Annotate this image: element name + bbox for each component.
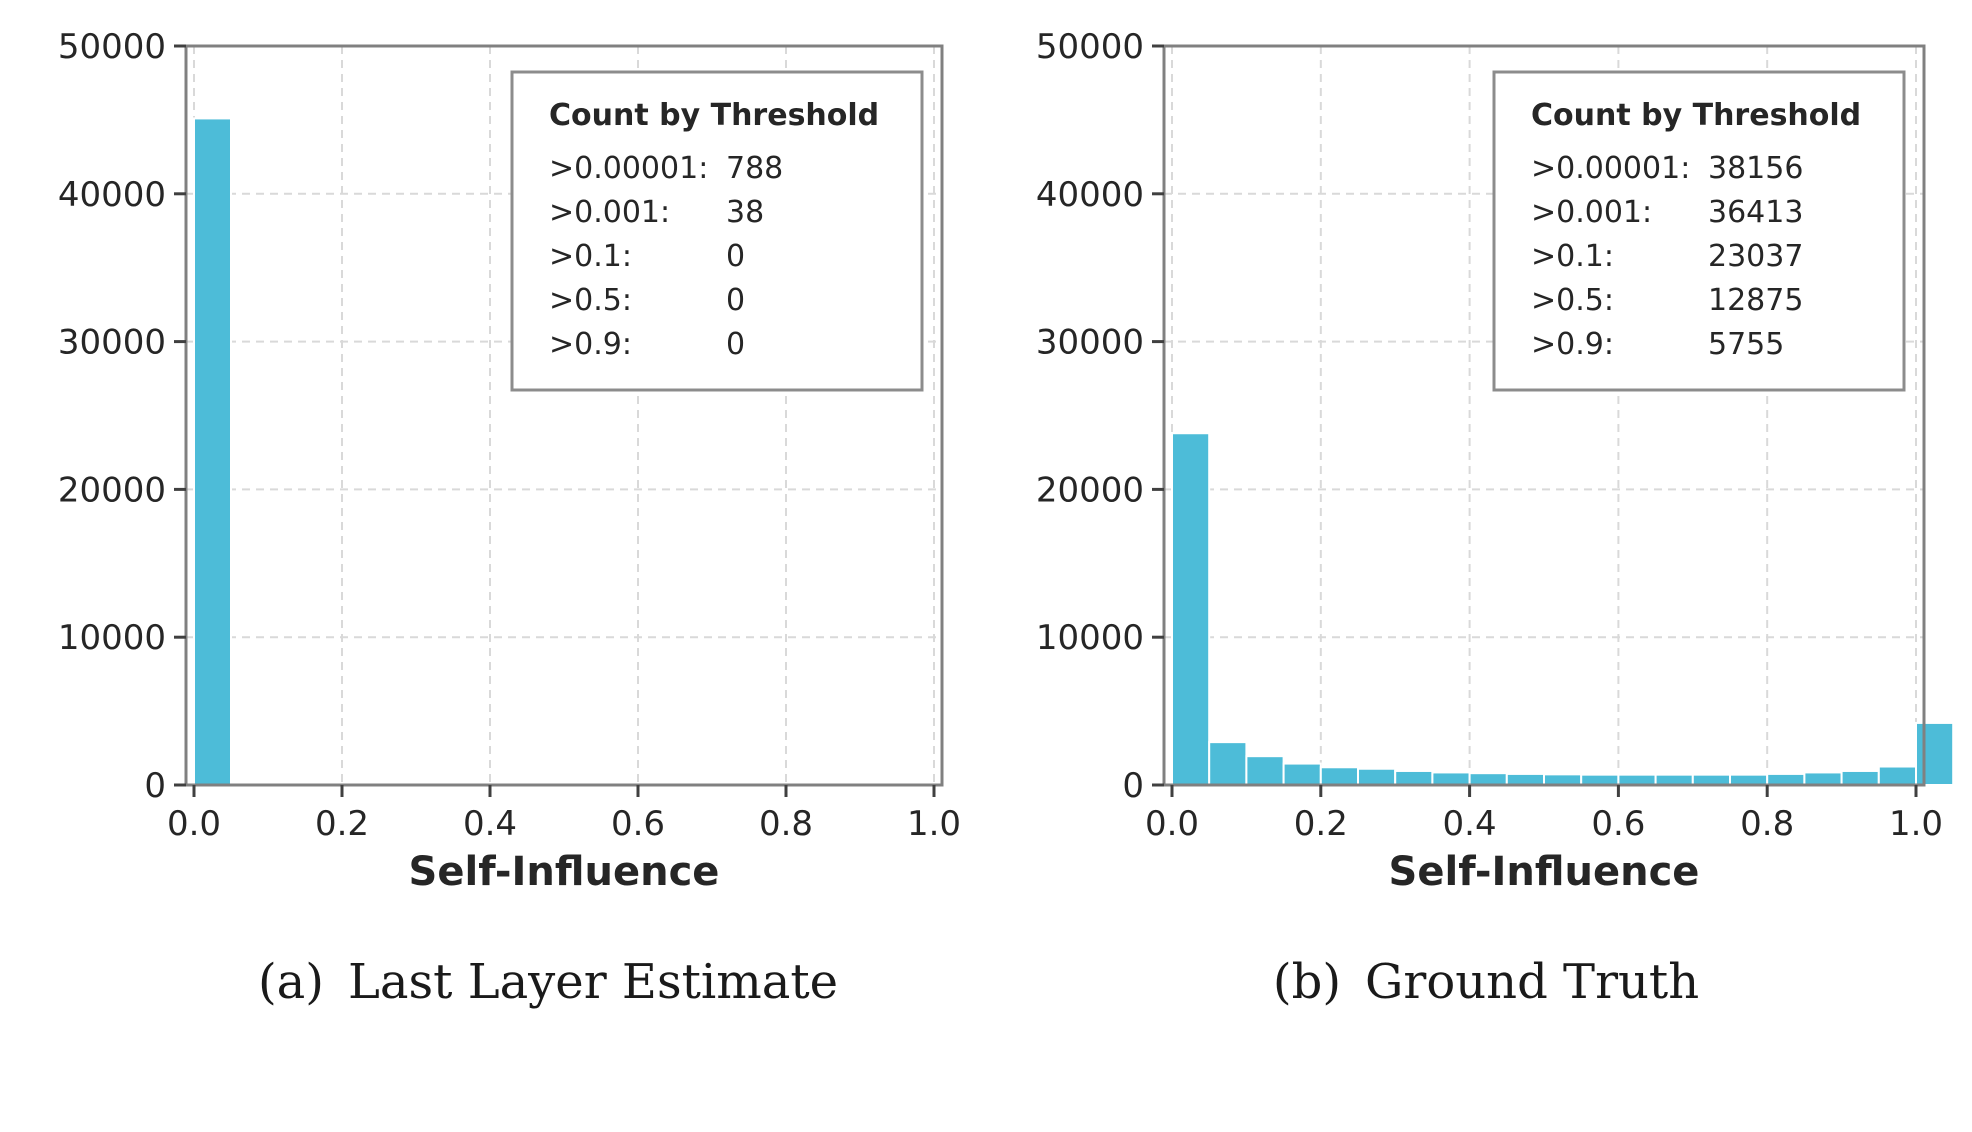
x-tick-label: 0.4 [1443, 804, 1497, 844]
x-tick-label: 0.0 [1145, 804, 1199, 844]
legend-threshold-count: 0 [726, 283, 745, 318]
histogram-bar [1394, 769, 1434, 786]
x-tick-label: 0.0 [167, 804, 221, 844]
histogram-bar [1915, 721, 1955, 787]
y-tick-label: 30000 [58, 323, 166, 363]
legend-title: Count by Threshold [1531, 98, 1861, 133]
x-tick-label: 0.6 [1591, 804, 1645, 844]
histogram-bar [1431, 771, 1471, 787]
legend-threshold-count: 23037 [1708, 239, 1803, 274]
legend-threshold-label: >0.9: [1531, 327, 1614, 362]
subfigure-caption: (b) Ground Truth [1273, 954, 1699, 1010]
x-tick-label: 1.0 [907, 804, 961, 844]
threshold-legend: Count by Threshold >0.00001: 788 >0.001: 38 >… [510, 70, 924, 392]
histogram-bar [1282, 762, 1322, 786]
legend-threshold-count: 38 [726, 195, 764, 230]
chart-panel-b: 0 10000 20000 30000 40000 50000 0.0 0.2 0.4 0.6 0.… [1036, 27, 1955, 1010]
y-tick-label: 10000 [58, 618, 166, 658]
threshold-legend: Count by Threshold >0.00001: 38156 >0.001: 3… [1492, 70, 1906, 392]
legend-threshold-label: >0.1: [549, 239, 632, 274]
x-axis-label: Self-Influence [1389, 849, 1700, 895]
histogram-bar [1840, 769, 1880, 786]
caption-text: Last Layer Estimate [348, 954, 838, 1010]
x-tick-label: 0.4 [463, 804, 517, 844]
histogram-bar [1803, 771, 1843, 787]
legend-threshold-label: >0.1: [1531, 239, 1614, 274]
plot-frame [1162, 44, 1926, 787]
histogram-bar [1580, 773, 1620, 786]
plot-frame [184, 44, 944, 787]
y-tick-label: 40000 [58, 175, 166, 215]
legend-threshold-label: >0.5: [1531, 283, 1614, 318]
legend-threshold-count: 0 [726, 327, 745, 362]
histogram-bar [1766, 772, 1806, 786]
histogram-bar [193, 117, 232, 786]
x-tick-label: 0.6 [611, 804, 665, 844]
legend-threshold-label: >0.9: [549, 327, 632, 362]
y-tick-label: 10000 [1036, 618, 1144, 658]
histogram-bar [1468, 772, 1508, 787]
histogram-bar [1245, 755, 1285, 787]
x-axis-label: Self-Influence [409, 849, 720, 895]
caption-tag: (b) [1273, 954, 1341, 1010]
legend-box [1492, 70, 1906, 392]
y-tick-label: 40000 [1036, 175, 1144, 215]
histogram-bar [1543, 773, 1583, 786]
histogram-bar [1654, 773, 1694, 786]
legend-threshold-label: >0.001: [549, 195, 670, 230]
histogram-bar [1729, 773, 1769, 786]
histogram-bar [1691, 773, 1732, 786]
x-tick-label: 0.8 [759, 804, 813, 844]
x-tick-label: 1.0 [1889, 804, 1943, 844]
histogram-bar [1617, 773, 1657, 786]
y-tick-label: 30000 [1036, 323, 1144, 363]
legend-threshold-label: >0.00001: [1531, 151, 1690, 186]
histogram-bar [1357, 767, 1397, 787]
y-tick-label: 50000 [1036, 27, 1144, 67]
y-tick-label: 20000 [58, 470, 166, 510]
histogram-bar [1208, 741, 1248, 786]
histogram-bar [1877, 765, 1918, 787]
legend-threshold-label: >0.001: [1531, 195, 1652, 230]
chart-panel-a: 0 10000 20000 30000 40000 50000 0.0 0.2 0.4 0.6 0.… [58, 27, 961, 1010]
histogram-bar [1505, 772, 1546, 786]
legend-threshold-count: 5755 [1708, 327, 1784, 362]
legend-threshold-count: 12875 [1708, 283, 1803, 318]
legend-threshold-label: >0.00001: [549, 151, 708, 186]
legend-threshold-count: 788 [726, 151, 783, 186]
legend-threshold-count: 0 [726, 239, 745, 274]
histogram-bar [1171, 432, 1211, 786]
subfigure-caption: (a) Last Layer Estimate [258, 954, 838, 1010]
y-tick-label: 20000 [1036, 470, 1144, 510]
y-tick-label: 0 [1122, 766, 1144, 806]
histogram-bar [1319, 766, 1360, 786]
x-tick-label: 0.2 [1294, 804, 1348, 844]
y-tick-label: 50000 [58, 27, 166, 67]
caption-text: Ground Truth [1365, 954, 1699, 1010]
x-tick-label: 0.8 [1740, 804, 1794, 844]
y-tick-label: 0 [144, 766, 166, 806]
legend-title: Count by Threshold [549, 98, 879, 133]
legend-threshold-count: 36413 [1708, 195, 1803, 230]
legend-threshold-label: >0.5: [549, 283, 632, 318]
x-tick-label: 0.2 [315, 804, 369, 844]
legend-threshold-count: 38156 [1708, 151, 1803, 186]
legend-box [510, 70, 924, 392]
caption-tag: (a) [258, 954, 324, 1010]
